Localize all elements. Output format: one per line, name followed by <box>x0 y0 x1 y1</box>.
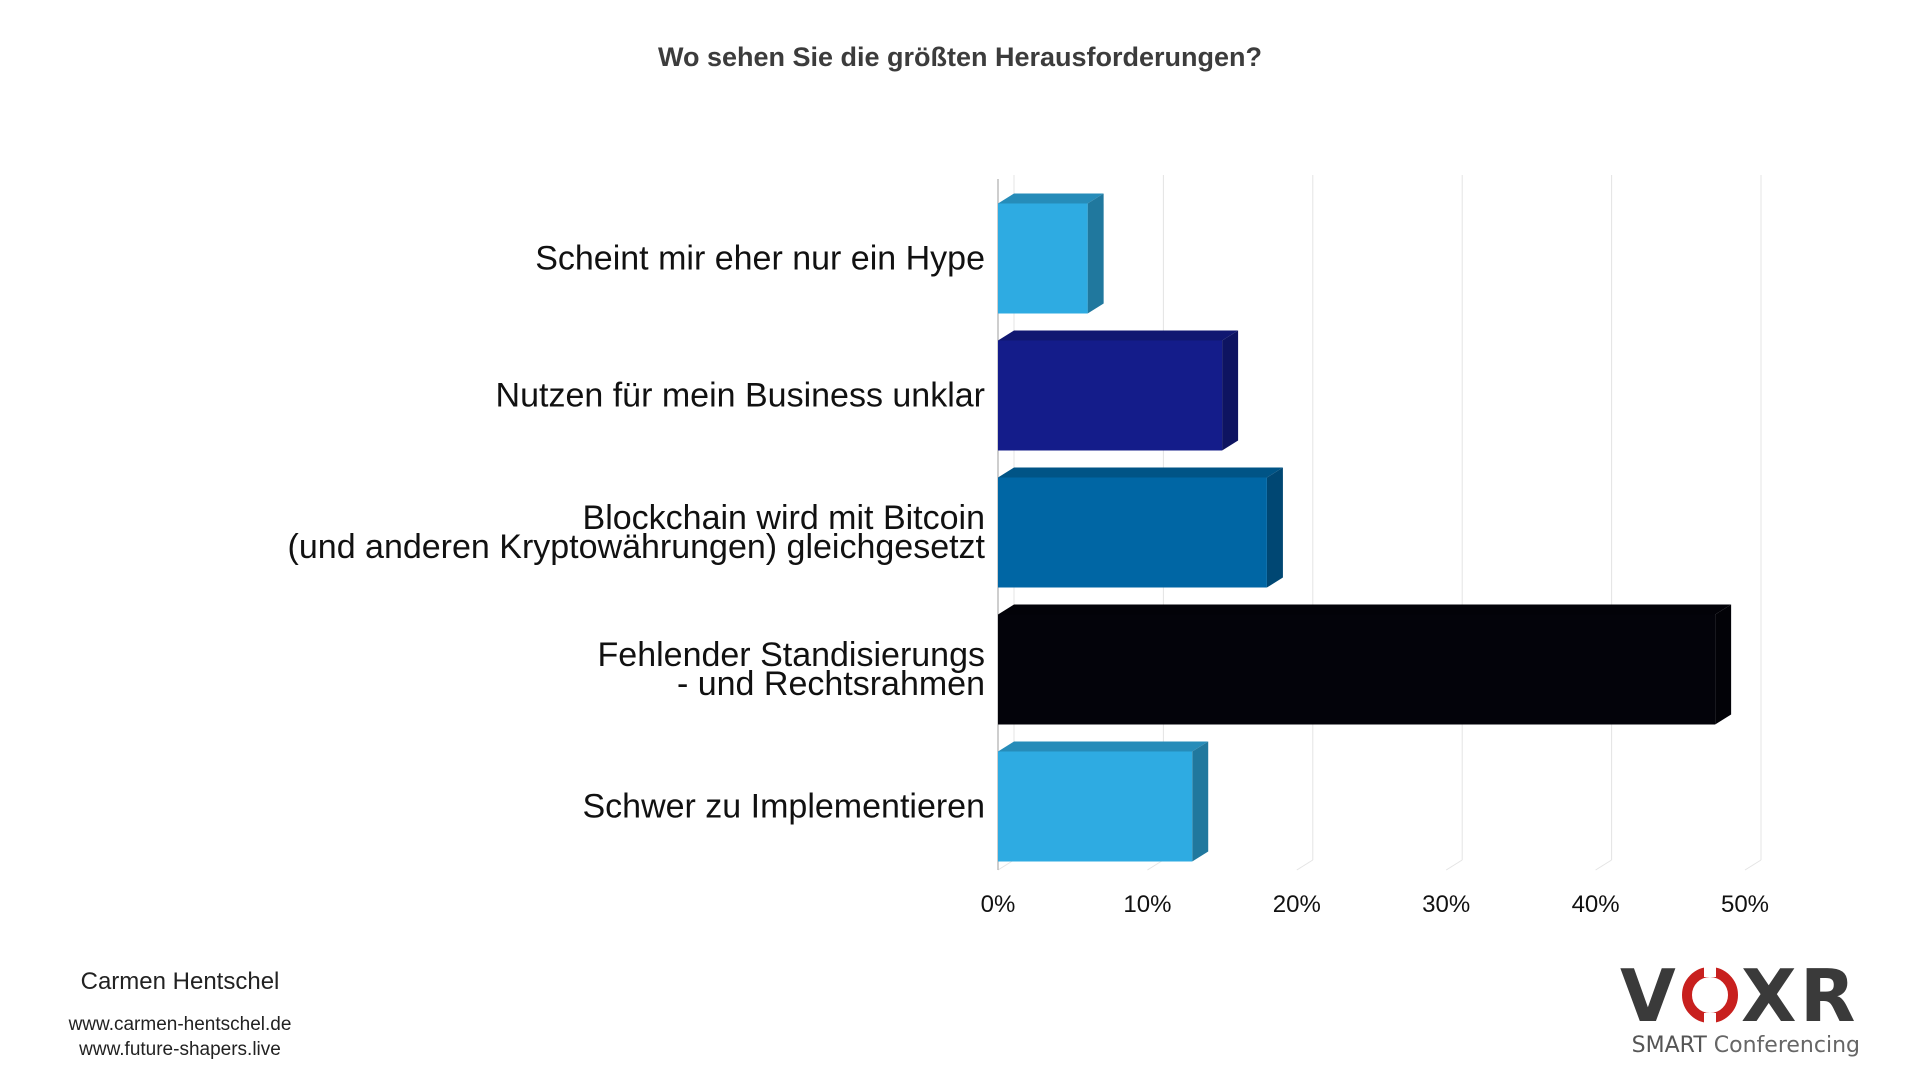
x-tick-label-50: 50% <box>1721 891 1769 918</box>
logo-ring-o <box>1682 955 1738 1031</box>
author-block: Carmen Hentschel www.carmen-hentschel.de… <box>30 968 330 1062</box>
logo-letter-v: V <box>1620 955 1676 1031</box>
bar-2 <box>998 477 1267 588</box>
gridline-floor-30 <box>1445 859 1463 871</box>
x-tick-label-40: 40% <box>1572 891 1620 918</box>
category-label-4: Schwer zu Implementieren <box>582 788 985 826</box>
x-tick-label-10: 10% <box>1123 891 1171 918</box>
bar-4 <box>998 751 1193 862</box>
bar-side-0 <box>1087 193 1104 314</box>
logo-tagline-rest: Conferencing <box>1706 1033 1860 1058</box>
category-label-2-line-1: (und anderen Kryptowährungen) gleichgese… <box>288 528 986 566</box>
bar-top-3 <box>998 604 1732 615</box>
category-label-2-line-0: Blockchain wird mit Bitcoin <box>583 499 985 537</box>
chart-title: Wo sehen Sie die größten Herausforderung… <box>657 42 1263 72</box>
logo-letter-x: X <box>1741 955 1797 1031</box>
x-tick-label-0: 0% <box>981 891 1016 918</box>
bar-top-4 <box>998 741 1209 752</box>
category-label-0: Scheint mir eher nur ein Hype <box>535 240 985 278</box>
bar-0 <box>998 203 1088 314</box>
gridline-floor-40 <box>1595 859 1612 871</box>
author-website-link[interactable]: www.carmen-hentschel.de <box>68 1014 292 1035</box>
category-label-1: Nutzen für mein Business unklar <box>496 377 985 415</box>
bar-1 <box>998 340 1223 451</box>
bar-side-3 <box>1715 604 1732 725</box>
gridline-floor-10 <box>1147 859 1164 871</box>
category-label-3-line-0: Fehlender Standisierungs <box>598 636 985 674</box>
bar-top-2 <box>998 467 1283 478</box>
bar-side-4 <box>1192 741 1209 862</box>
bar-side-1 <box>1222 330 1239 451</box>
author-name: Carmen Hentschel <box>80 968 280 995</box>
gridline-floor-20 <box>1296 859 1314 871</box>
bar-3 <box>998 614 1716 725</box>
gridline-floor-50 <box>1744 859 1762 871</box>
logo-tagline-strong: SMART <box>1631 1033 1707 1058</box>
bar-top-1 <box>998 330 1239 341</box>
bar-side-2 <box>1266 467 1283 588</box>
x-tick-label-20: 20% <box>1273 891 1321 918</box>
category-label-3-line-1: - und Rechtsrahmen <box>677 665 985 703</box>
bar-top-0 <box>998 193 1104 204</box>
logo-letter-r: R <box>1800 955 1855 1031</box>
x-tick-label-30: 30% <box>1422 891 1470 918</box>
voxr-logo: V X R SMART Conferencing <box>1620 955 1860 1058</box>
gridline-floor-0 <box>997 859 1015 871</box>
future-shapers-link[interactable]: www.future-shapers.live <box>79 1039 281 1060</box>
logo-tagline: SMART Conferencing <box>1620 1033 1860 1058</box>
